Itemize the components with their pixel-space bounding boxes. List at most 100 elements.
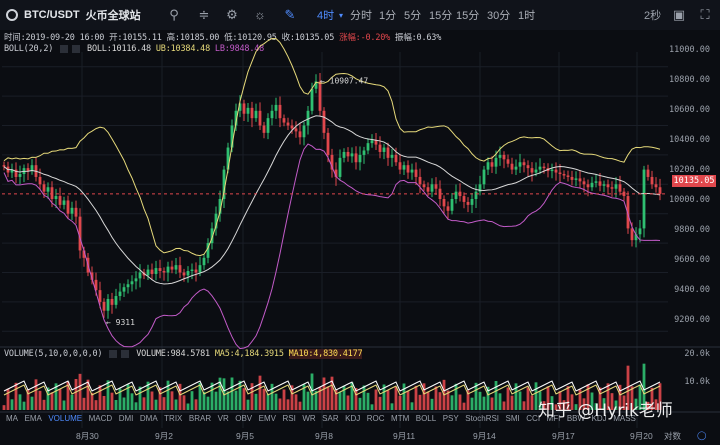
indicator-tab[interactable]: PSY xyxy=(442,414,459,423)
indicator-tab[interactable]: ROC xyxy=(366,414,385,423)
log-scale-toggle[interactable]: 对数 xyxy=(664,431,682,441)
timeframe-1h[interactable]: 1时 xyxy=(518,10,536,22)
symbol-selector[interactable]: BTC/USDT 火币全球站 xyxy=(6,7,141,23)
volume-bar xyxy=(490,397,494,410)
timeframe-1m[interactable]: 1分 xyxy=(379,10,397,22)
volume-close-icon[interactable] xyxy=(121,349,130,358)
candle xyxy=(618,184,622,192)
volume-bar xyxy=(634,398,638,410)
volume-bar xyxy=(438,392,442,410)
indicator-tab[interactable]: EMV xyxy=(258,414,276,423)
timeframe-5m[interactable]: 5分 xyxy=(404,10,422,22)
indicator-tab[interactable]: CCI xyxy=(526,414,541,423)
settings-gear-icon[interactable]: ⚙ xyxy=(226,7,238,22)
volume-bar xyxy=(554,404,558,410)
search-icon[interactable]: ⚲ xyxy=(169,7,179,22)
indicator-tab[interactable]: VR xyxy=(217,414,229,423)
indicator-tab[interactable]: DMI xyxy=(118,414,134,423)
indicator-tabs: MA EMA VOLUME MACD DMI DMA TRIX BRAR VR OBV EMV RSI… xyxy=(6,414,642,423)
volume-legend: VOLUME(5,10,0,0,0,0) VOLUME:984.5781 MA5… xyxy=(4,349,363,359)
refresh-interval[interactable]: 2秒 xyxy=(644,10,662,22)
volume-bar xyxy=(538,391,542,410)
volume-bar xyxy=(58,389,62,410)
volume-bar xyxy=(102,396,106,410)
indicator-tab[interactable]: BBW xyxy=(566,414,586,423)
fullscreen-icon[interactable]: ⛶ xyxy=(700,7,710,22)
candle xyxy=(570,176,574,180)
boll-settings-icon[interactable] xyxy=(60,44,69,53)
candle xyxy=(362,150,366,155)
volume-bar xyxy=(318,387,322,410)
indicator-tab[interactable]: KDJ xyxy=(591,414,607,423)
date-axis-label: 9月17 xyxy=(552,431,575,441)
candle xyxy=(610,187,614,189)
candle xyxy=(218,199,222,214)
volume-bar xyxy=(526,387,530,410)
indicator-tab[interactable]: DMA xyxy=(139,414,158,423)
indicator-tab[interactable]: RSI xyxy=(282,414,296,423)
volume-bar xyxy=(614,400,618,410)
volume-bar xyxy=(90,392,94,410)
candle xyxy=(182,272,186,276)
indicator-tab[interactable]: TRIX xyxy=(164,414,183,423)
candle xyxy=(390,154,394,158)
candle xyxy=(210,228,214,244)
volume-bar xyxy=(226,391,230,410)
indicator-tab[interactable]: BOLL xyxy=(415,414,437,423)
candle xyxy=(294,128,298,132)
draw-pen-icon[interactable]: ✎ xyxy=(284,7,296,22)
timeframe-15m-a[interactable]: 15分 xyxy=(429,10,453,22)
date-axis-label: 9月11 xyxy=(393,431,416,441)
candle xyxy=(242,103,246,114)
volume-axis-label: 10.0k xyxy=(684,377,710,387)
indicator-tab[interactable]: VOLUME xyxy=(48,414,83,423)
candle xyxy=(386,147,390,158)
volume-settings-icon[interactable] xyxy=(109,349,118,358)
volume-bar xyxy=(354,388,358,410)
candle xyxy=(222,169,226,199)
candle xyxy=(398,162,402,170)
candle xyxy=(238,103,242,111)
indicator-tab[interactable]: EMA xyxy=(24,414,42,423)
auto-scale-toggle[interactable]: ◯ xyxy=(697,430,707,440)
volume-bar xyxy=(162,397,166,410)
volume-bar xyxy=(498,393,502,410)
indicator-tab[interactable]: MTM xyxy=(391,414,410,423)
indicator-tab[interactable]: SAR xyxy=(322,414,339,423)
indicator-tab[interactable]: MFI xyxy=(546,414,561,423)
volume-bar xyxy=(334,389,338,410)
indicator-tab[interactable]: KDJ xyxy=(345,414,361,423)
camera-icon[interactable]: ▣ xyxy=(672,7,686,22)
date-axis-label: 9月20 xyxy=(630,431,653,441)
indicator-tab[interactable]: MASS xyxy=(613,414,636,423)
volume-bar xyxy=(598,387,602,410)
volume-bar xyxy=(134,402,138,410)
low-annotation: ← 9311 xyxy=(106,318,135,327)
volume-bar xyxy=(582,398,586,410)
candle xyxy=(418,176,422,185)
timeframe-30m[interactable]: 30分 xyxy=(487,10,511,22)
indicator-tab[interactable]: BRAR xyxy=(188,414,212,423)
boll-close-icon[interactable] xyxy=(72,44,81,53)
timeframe-4h[interactable]: 4时 xyxy=(317,10,335,22)
candle xyxy=(62,200,66,205)
timeframe-15m[interactable]: 15分 xyxy=(456,10,480,22)
indicator-tab[interactable]: SMI xyxy=(505,414,520,423)
volume-bar xyxy=(390,403,394,410)
indicator-tab[interactable]: MA xyxy=(6,414,18,423)
theme-sun-icon[interactable]: ☼ xyxy=(254,7,266,22)
volume-bar xyxy=(650,387,654,410)
candle xyxy=(82,250,86,258)
indicators-icon[interactable]: ≑ xyxy=(198,7,210,22)
candle xyxy=(262,125,266,133)
indicator-tab[interactable]: WR xyxy=(302,414,316,423)
indicator-tab[interactable]: MACD xyxy=(88,414,113,423)
candle xyxy=(270,110,274,119)
indicator-tab[interactable]: OBV xyxy=(235,414,253,423)
candle xyxy=(462,196,466,202)
timeframe-line[interactable]: 分时 xyxy=(350,10,372,22)
indicator-tab[interactable]: StochRSI xyxy=(465,414,500,423)
chevron-down-icon[interactable]: ▾ xyxy=(338,11,343,20)
volume-bar xyxy=(474,382,478,410)
